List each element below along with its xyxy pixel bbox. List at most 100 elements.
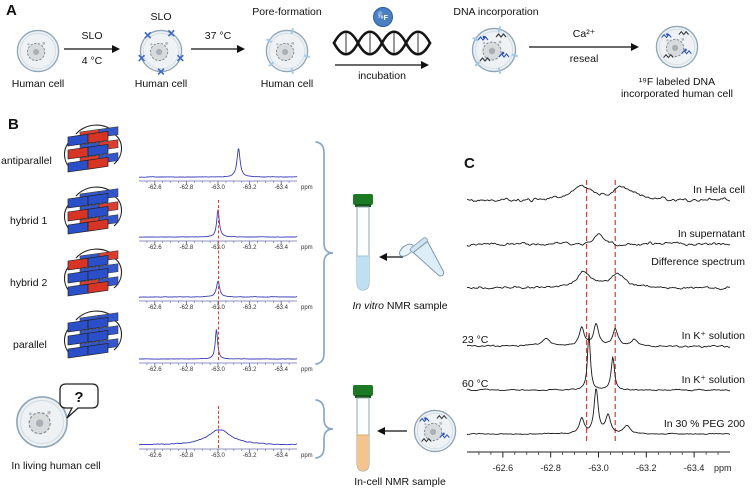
svg-text:ppm: ppm xyxy=(301,185,313,191)
svg-text:-63.4: -63.4 xyxy=(274,245,288,251)
svg-text:-62.6: -62.6 xyxy=(148,367,162,373)
quadruplex-hybrid1-icon xyxy=(63,186,123,235)
reference-dashed-line xyxy=(218,406,219,448)
nmr-spectrum-parallel: -62.6 -62.8 -63.0 -63.2 -63.4 ppm xyxy=(138,329,313,373)
nmr-spectrum-incell: -62.6 -62.8 -63.0 -63.2 -63.4 ppm xyxy=(138,429,313,459)
question-mark-text: ? xyxy=(74,389,83,406)
svg-text:-63.2: -63.2 xyxy=(243,185,257,191)
svg-text:-62.6: -62.6 xyxy=(148,453,162,459)
incubation-arrow-icon xyxy=(335,61,429,69)
svg-text:ppm: ppm xyxy=(301,367,313,373)
svg-text:-62.8: -62.8 xyxy=(180,305,194,311)
right-arrow-icon xyxy=(191,45,245,53)
right-arrow-icon xyxy=(529,43,639,51)
svg-text:-63.0: -63.0 xyxy=(211,367,225,373)
arrow1-bottom-label: 4 °C xyxy=(81,55,103,67)
invitro-sample-label: In vitro NMR sample xyxy=(330,300,470,312)
left-arrow-icon xyxy=(377,427,407,435)
svg-text:-63.4: -63.4 xyxy=(274,185,288,191)
svg-text:-63.0: -63.0 xyxy=(211,185,225,191)
nmr-spectrum-hybrid1: -62.6 -62.8 -63.0 -63.2 -63.4 ppm xyxy=(138,209,313,251)
cell1-caption: Human cell xyxy=(11,78,65,90)
svg-text:-63.2: -63.2 xyxy=(636,463,657,473)
svg-text:-63.4: -63.4 xyxy=(274,367,288,373)
human-cell-icon xyxy=(16,29,60,73)
trace-label-hela: In Hela cell xyxy=(693,184,745,196)
heating-arrow: 37 °C xyxy=(190,30,246,54)
svg-text:-62.6: -62.6 xyxy=(148,185,162,191)
cell3-title: Pore-formation xyxy=(252,6,322,18)
svg-text:ppm: ppm xyxy=(301,453,313,459)
cell2-title: SLO xyxy=(150,11,172,23)
incell-sample-label: In-cell NMR sample xyxy=(354,476,446,488)
living-cell-caption: In living human cell xyxy=(11,460,101,472)
svg-text:-63.4: -63.4 xyxy=(274,453,288,459)
temp-label-60c: 60 °C xyxy=(462,378,489,390)
arrow2-top-label: 37 °C xyxy=(204,30,232,42)
trace-label-k23: In K⁺ solution xyxy=(681,330,745,342)
right-arrow-icon xyxy=(64,45,120,53)
structure-label-parallel: parallel xyxy=(13,339,47,351)
structure-label-antiparallel: antiparallel xyxy=(1,155,52,167)
arrow1-top-label: SLO xyxy=(81,30,103,42)
svg-text:ppm: ppm xyxy=(714,463,732,473)
svg-text:-62.8: -62.8 xyxy=(180,245,194,251)
resealed-cell-icon xyxy=(655,25,699,69)
svg-text:-63.2: -63.2 xyxy=(243,367,257,373)
cell2-caption: Human cell xyxy=(134,78,188,90)
curly-brace-incell xyxy=(315,399,334,459)
svg-text:-62.6: -62.6 xyxy=(148,245,162,251)
cell5-caption: ¹⁹F labeled DNA incorporated human cell xyxy=(620,76,734,101)
svg-text:-62.8: -62.8 xyxy=(180,185,194,191)
incell-nmr-tube-icon xyxy=(353,385,373,472)
trace-label-difference: Difference spectrum xyxy=(651,256,745,268)
labeled-cell-icon xyxy=(413,409,457,453)
trace-label-supernatant: In supernatant xyxy=(677,228,745,240)
svg-text:-63.2: -63.2 xyxy=(243,453,257,459)
svg-text:-63.4: -63.4 xyxy=(274,305,288,311)
svg-text:-63.2: -63.2 xyxy=(243,305,257,311)
svg-text:-63.0: -63.0 xyxy=(588,463,609,473)
curly-brace-invitro xyxy=(315,141,334,365)
nmr-spectrum-antiparallel: -62.6 -62.8 -63.0 -63.2 -63.4 ppm xyxy=(138,148,313,191)
svg-text:-63.4: -63.4 xyxy=(684,463,705,473)
svg-text:-62.6: -62.6 xyxy=(148,305,162,311)
arrow3-top-label: Ca²⁺ xyxy=(572,28,596,40)
svg-text:-62.8: -62.8 xyxy=(540,463,561,473)
slo-treatment-arrow: SLO 4 °C xyxy=(63,30,121,68)
svg-text:ppm: ppm xyxy=(301,305,313,311)
reseal-arrow: Ca²⁺ reseal xyxy=(528,28,640,66)
nmr-spectrum-hybrid2: -62.6 -62.8 -63.0 -63.2 -63.4 ppm xyxy=(138,280,313,311)
quadruplex-parallel-icon xyxy=(63,310,123,359)
dna-loaded-cell-icon xyxy=(471,26,518,74)
dna-helix-icon xyxy=(332,30,432,56)
temp-label-23c: 23 °C xyxy=(462,334,489,346)
svg-text:-62.8: -62.8 xyxy=(180,367,194,373)
panel-a-label: A xyxy=(6,2,17,19)
question-bubble-icon: ? xyxy=(59,383,99,419)
invitro-rest: NMR sample xyxy=(383,300,448,312)
left-arrow-icon xyxy=(379,253,403,261)
pore-formed-cell-icon xyxy=(265,28,310,74)
stacked-nmr-plot: -62.6 -62.8 -63.0 -63.2 -63.4 ppm xyxy=(466,180,732,473)
svg-text:-62.8: -62.8 xyxy=(180,453,194,459)
reference-dashed-line xyxy=(218,200,219,360)
svg-text:-63.0: -63.0 xyxy=(211,453,225,459)
quadruplex-antiparallel-icon xyxy=(63,124,123,173)
slo-bound-cell-icon xyxy=(138,29,184,76)
living-cell-icon xyxy=(16,396,68,448)
trace-label-peg: In 30 % PEG 200 xyxy=(663,418,745,430)
f19-ball-text: ¹⁹F xyxy=(378,15,389,22)
invitro-nmr-tube-icon xyxy=(353,194,373,291)
cell3-caption: Human cell xyxy=(260,78,314,90)
panel-b-label: B xyxy=(8,116,19,133)
structure-label-hybrid1: hybrid 1 xyxy=(10,215,48,227)
svg-text:ppm: ppm xyxy=(301,245,313,251)
arrow3-bottom-label: reseal xyxy=(569,53,599,65)
panel-c-label: C xyxy=(464,155,475,172)
f19-label-ball-icon: ¹⁹F xyxy=(373,7,393,27)
svg-text:-63.2: -63.2 xyxy=(243,245,257,251)
structure-label-hybrid2: hybrid 2 xyxy=(10,277,48,289)
svg-text:-62.6: -62.6 xyxy=(493,463,514,473)
